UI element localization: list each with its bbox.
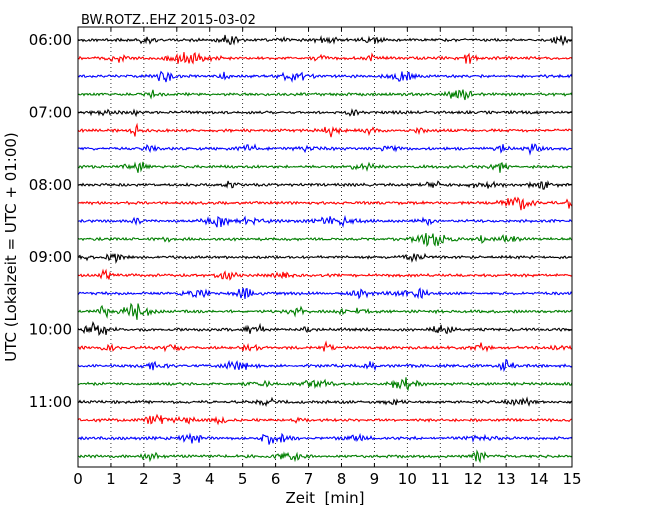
x-axis-label: Zeit [min] [285, 489, 364, 507]
x-tick-label-12: 12 [464, 470, 483, 488]
trace-08-15 [77, 196, 573, 211]
trace-10-00 [77, 321, 573, 337]
x-tick-label-15: 15 [562, 470, 581, 488]
trace-10-30 [77, 359, 573, 373]
trace-09-30 [77, 287, 573, 300]
grid-lines [110, 27, 540, 467]
x-tick-label-10: 10 [398, 470, 417, 488]
trace-07-45 [77, 161, 573, 173]
trace-09-45 [77, 302, 573, 320]
y-tick-label-08:00: 08:00 [29, 176, 72, 194]
trace-06-15 [77, 52, 573, 65]
x-tick-label-13: 13 [497, 470, 516, 488]
trace-09-15 [77, 268, 573, 281]
trace-11-30 [77, 432, 573, 445]
x-tick-label-14: 14 [530, 470, 549, 488]
x-tick-label-9: 9 [370, 470, 380, 488]
y-tick-labels: 06:00 07:00 08:00 09:00 10:00 11:00 [29, 31, 72, 411]
y-tick-label-07:00: 07:00 [29, 103, 72, 121]
trace-layer [77, 34, 573, 464]
trace-06-45 [77, 89, 573, 101]
x-tick-label-0: 0 [73, 470, 83, 488]
axis-ticks [77, 27, 573, 467]
trace-06-30 [77, 70, 573, 83]
plot-frame [77, 26, 573, 468]
x-tick-label-8: 8 [337, 470, 347, 488]
y-tick-label-06:00: 06:00 [29, 31, 72, 49]
x-tick-label-7: 7 [304, 470, 314, 488]
x-tick-label-1: 1 [106, 470, 116, 488]
x-tick-label-11: 11 [431, 470, 450, 488]
x-tick-label-6: 6 [271, 470, 281, 488]
trace-07-15 [77, 122, 573, 138]
x-tick-label-4: 4 [205, 470, 215, 488]
trace-11-15 [77, 413, 573, 426]
trace-09-00 [77, 252, 573, 264]
x-tick-label-5: 5 [238, 470, 248, 488]
x-tick-label-2: 2 [139, 470, 149, 488]
trace-06-00 [77, 34, 573, 47]
x-tick-label-3: 3 [172, 470, 182, 488]
trace-11-00 [77, 396, 573, 407]
y-axis-label: UTC (Lokalzeit = UTC + 01:00) [2, 132, 20, 362]
trace-08-30 [77, 214, 573, 228]
y-tick-label-10:00: 10:00 [29, 321, 72, 339]
y-tick-label-09:00: 09:00 [29, 248, 72, 266]
trace-08-45 [77, 232, 573, 248]
trace-07-30 [77, 143, 573, 156]
trace-10-15 [77, 340, 573, 353]
trace-08-00 [77, 179, 573, 190]
trace-07-00 [77, 108, 573, 118]
y-tick-label-11:00: 11:00 [29, 393, 72, 411]
trace-11-45 [77, 449, 573, 464]
chart-title: BW.ROTZ..EHZ 2015-03-02 [81, 13, 256, 28]
trace-10-45 [77, 377, 573, 392]
x-tick-labels: 0 1 2 3 4 5 6 7 8 9 10 11 12 13 14 15 [73, 470, 581, 488]
